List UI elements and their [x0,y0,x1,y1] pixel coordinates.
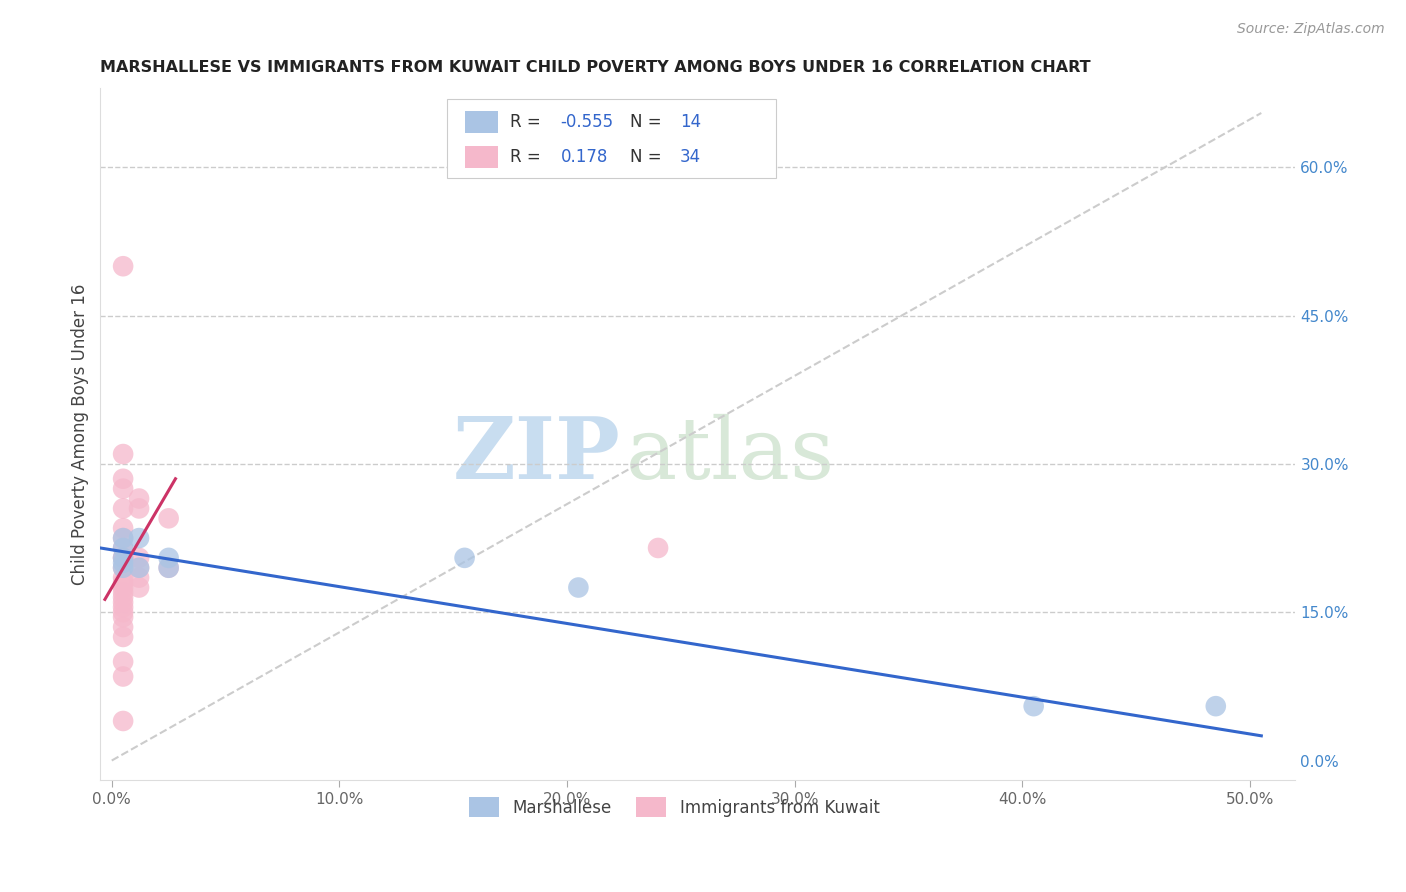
Point [112,501,135,516]
Text: MARSHALLESE VS IMMIGRANTS FROM KUWAIT CHILD POVERTY AMONG BOYS UNDER 16 CORRELAT: MARSHALLESE VS IMMIGRANTS FROM KUWAIT CH… [100,60,1091,75]
Text: ZIP: ZIP [453,413,620,497]
Point [112,556,135,570]
Point [112,550,135,565]
Text: R =: R = [510,113,541,131]
Point [112,575,135,590]
Point [112,482,135,496]
Point [1205,699,1227,714]
Point [128,491,150,506]
Text: R =: R = [510,148,541,166]
Point [112,259,135,273]
Point [128,560,150,574]
Point [112,591,135,605]
FancyBboxPatch shape [465,112,498,133]
Point [112,531,135,545]
Point [112,595,135,609]
Point [112,610,135,624]
Point [112,550,135,565]
Point [128,560,150,574]
Point [112,714,135,728]
Text: N =: N = [630,148,661,166]
Point [112,531,135,545]
FancyBboxPatch shape [465,145,498,168]
Point [112,571,135,585]
Point [112,581,135,595]
Text: Source: ZipAtlas.com: Source: ZipAtlas.com [1237,22,1385,37]
Point [112,600,135,615]
Text: 0.178: 0.178 [561,148,607,166]
Point [112,521,135,535]
Point [128,550,150,565]
FancyBboxPatch shape [447,99,776,178]
Text: -0.555: -0.555 [561,113,613,131]
Point [112,605,135,619]
Point [112,620,135,634]
Text: atlas: atlas [626,414,835,497]
Point [128,581,150,595]
Point [647,541,669,555]
Point [453,550,475,565]
Text: N =: N = [630,113,661,131]
Point [112,669,135,683]
Point [112,541,135,555]
Point [112,541,135,555]
Legend: Marshallese, Immigrants from Kuwait: Marshallese, Immigrants from Kuwait [463,790,886,824]
Point [112,560,135,574]
Y-axis label: Child Poverty Among Boys Under 16: Child Poverty Among Boys Under 16 [72,284,89,585]
Point [112,655,135,669]
Point [112,630,135,644]
Point [112,560,135,574]
Point [157,560,180,574]
Point [128,531,150,545]
Point [112,585,135,599]
Point [112,472,135,486]
Point [157,560,180,574]
Point [157,550,180,565]
Point [567,581,589,595]
Point [157,511,180,525]
Point [128,501,150,516]
Text: 34: 34 [681,148,702,166]
Point [1022,699,1045,714]
Point [128,571,150,585]
Text: 14: 14 [681,113,702,131]
Point [112,447,135,461]
Point [112,550,135,565]
